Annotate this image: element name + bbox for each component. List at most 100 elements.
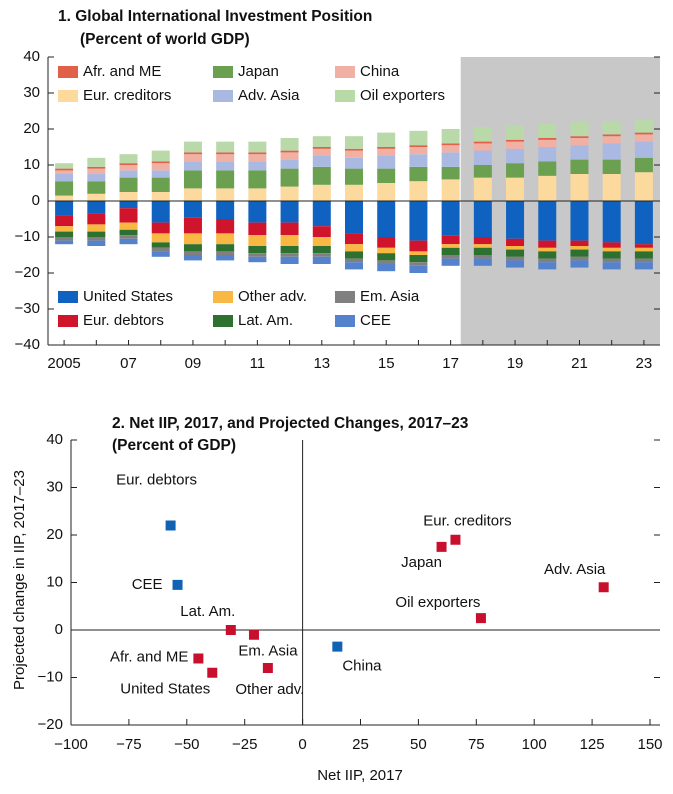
bar-segment xyxy=(570,138,589,146)
bar-segment xyxy=(151,201,170,223)
legend-label: China xyxy=(360,63,400,80)
bar-segment xyxy=(634,244,653,248)
y-tick-label: 20 xyxy=(23,120,40,137)
bar-segment xyxy=(183,152,202,155)
bar-segment xyxy=(216,219,235,234)
bar-segment xyxy=(377,183,396,201)
bar-segment xyxy=(151,170,170,178)
point xyxy=(165,520,176,531)
bar-segment xyxy=(506,148,525,164)
bar-segment xyxy=(312,148,331,156)
bar-segment xyxy=(216,251,235,255)
bar-segment xyxy=(183,201,202,218)
bar-segment xyxy=(377,201,396,237)
bar-segment xyxy=(216,233,235,245)
bar-segment xyxy=(377,237,396,248)
y-tick-label: 40 xyxy=(23,48,40,65)
bar-segment xyxy=(216,244,235,252)
bar-segment xyxy=(280,246,299,254)
bar-segment xyxy=(55,168,74,171)
legend-swatch xyxy=(335,66,355,78)
bar-segment xyxy=(345,157,363,169)
bar-segment xyxy=(345,262,363,270)
bar-segment xyxy=(248,161,267,171)
point xyxy=(262,663,273,673)
bar-segment xyxy=(183,255,202,261)
y-tick-label: 30 xyxy=(23,84,40,101)
bar-segment xyxy=(570,260,589,268)
bar-segment xyxy=(634,247,653,252)
bar-segment xyxy=(183,161,202,171)
x-tick-label: −25 xyxy=(232,736,257,753)
legend-swatch xyxy=(213,90,233,102)
bar-segment xyxy=(119,154,138,164)
x-tick-label: 125 xyxy=(580,736,605,753)
bar-segment xyxy=(248,170,267,189)
bar-segment xyxy=(216,141,235,153)
y-axis-label: Projected change in IIP, 2017–23 xyxy=(11,470,28,690)
bar-segment xyxy=(538,247,557,252)
bar-segment xyxy=(312,184,331,201)
bar-segment xyxy=(634,201,653,245)
bar-segment xyxy=(55,195,74,201)
x-tick-label: 13 xyxy=(313,355,330,372)
x-tick-label: 23 xyxy=(636,355,653,372)
point-label: China xyxy=(342,658,382,675)
bar-segment xyxy=(248,253,267,257)
bar-segment xyxy=(602,251,621,259)
bar-segment xyxy=(151,150,170,162)
bar-segment xyxy=(473,165,492,178)
bar-segment xyxy=(409,166,428,182)
y-tick-label: −40 xyxy=(15,336,40,353)
x-tick-label: 0 xyxy=(298,736,306,753)
bar-segment xyxy=(570,136,589,138)
legend-label: Adv. Asia xyxy=(238,87,300,104)
x-tick-label: 2005 xyxy=(47,355,80,372)
bar-segment xyxy=(312,246,331,254)
bar-segment xyxy=(634,141,653,158)
bar-segment xyxy=(602,121,621,135)
y-tick-label: −10 xyxy=(15,228,40,245)
bar-segment xyxy=(473,127,492,142)
bar-segment xyxy=(409,251,428,255)
bar-segment xyxy=(538,251,557,259)
x-tick-label: −50 xyxy=(174,736,199,753)
bar-segment xyxy=(248,152,267,155)
x-tick-label: 100 xyxy=(522,736,547,753)
bar-segment xyxy=(441,247,460,255)
bar-segment xyxy=(602,134,621,137)
bar-segment xyxy=(216,188,235,201)
bar-segment xyxy=(87,168,106,174)
bar-segment xyxy=(377,147,396,149)
legend-label: Oil exporters xyxy=(360,87,445,104)
bar-segment xyxy=(55,215,74,227)
y-tick-label: 20 xyxy=(46,526,63,543)
bar-segment xyxy=(216,170,235,189)
legend-label: United States xyxy=(83,288,173,305)
legend-swatch xyxy=(58,315,78,327)
point xyxy=(193,653,204,664)
bar-segment xyxy=(409,240,428,252)
point-label: Em. Asia xyxy=(238,643,298,660)
bar-segment xyxy=(345,201,363,234)
bar-segment xyxy=(183,244,202,252)
bar-segment xyxy=(248,246,267,254)
bar-segment xyxy=(377,260,396,264)
point xyxy=(172,579,183,590)
bar-segment xyxy=(634,120,653,133)
legend-swatch xyxy=(335,315,355,327)
bar-segment xyxy=(473,247,492,255)
bar-segment xyxy=(55,237,74,241)
bar-segment xyxy=(119,165,138,171)
bar-segment xyxy=(441,255,460,259)
point-label: Afr. and ME xyxy=(110,648,188,665)
bar-segment xyxy=(441,235,460,245)
bar-segment xyxy=(280,152,299,160)
bar-segment xyxy=(248,201,267,223)
bar-segment xyxy=(377,253,396,261)
bar-segment xyxy=(634,157,653,173)
bar-segment xyxy=(345,184,363,201)
bar-segment xyxy=(602,136,621,144)
bar-segment xyxy=(312,253,331,257)
bar-segment xyxy=(151,177,170,192)
